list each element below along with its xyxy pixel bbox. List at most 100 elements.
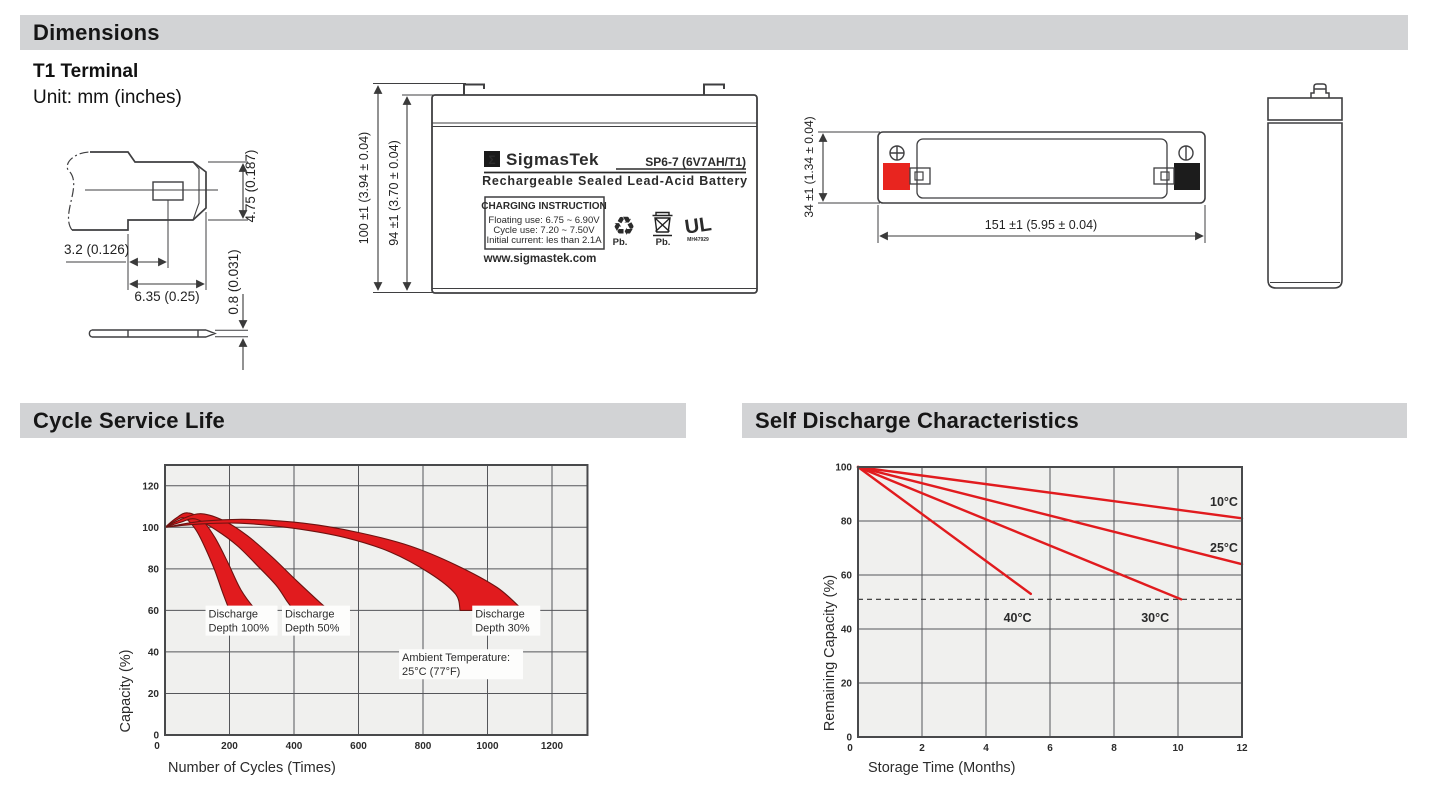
y-tick-label: 100 (142, 523, 159, 534)
charging-instruction-box (484, 196, 605, 250)
dim-tab-length-label: 6.35 (0.25) (134, 289, 199, 304)
annotation-line1: Discharge (285, 609, 335, 621)
battery-top-view: 34 ±1 (1.34 ± 0.04) 151 ±1 (5.95 ± 0.04) (802, 116, 1206, 243)
x-tick-label: 800 (415, 741, 432, 752)
positive-terminal-marker (883, 163, 910, 190)
battery-top-inner-panel (916, 138, 1168, 199)
plot-border (857, 466, 1243, 738)
y-tick-label: 40 (841, 625, 853, 636)
dim-case-height-label: 94 ±1 (3.70 ± 0.04) (387, 140, 401, 245)
dim-ext-lines-length (127, 212, 207, 290)
bin-pb-text: Pb. (656, 237, 671, 248)
terminal-blade-side-view (88, 329, 217, 338)
y-tick-label: 20 (841, 679, 853, 690)
annotation-bg (281, 605, 350, 636)
dim-ext-lines-length (877, 205, 1206, 243)
y-tick-label: 120 (142, 481, 159, 492)
self-discharge-chart: 10°C 25°C 30°C 40°C 0 2 4 6 8 10 12 0 20 40 60 80 100 Sto… (822, 463, 1248, 777)
annotation-bg (205, 605, 278, 636)
dim-tab-width-label: 4.75 (0.187) (243, 150, 258, 223)
section-header-self-discharge: Self Discharge Characteristics (742, 403, 1407, 438)
negative-faston-connector (1153, 167, 1175, 185)
dim-length-label: 151 ±1 (5.95 ± 0.04) (985, 218, 1097, 232)
x-tick-label: 1200 (541, 741, 564, 752)
terminal-profile-outline (72, 151, 207, 231)
battery-top-terminals (463, 83, 725, 95)
terminal-hole (152, 181, 184, 201)
dim-ext-lines-width (208, 161, 248, 221)
dim-tab-thickness-label: 0.8 (0.031) (226, 249, 241, 314)
dim-total-height-label: 100 ±1 (3.94 ± 0.04) (357, 132, 371, 244)
x-tick-label: 0 (154, 741, 160, 752)
x-axis-title: Storage Time (Months) (868, 760, 1015, 776)
annotation-bg (472, 605, 541, 636)
y-axis-title: Remaining Capacity (%) (822, 575, 838, 731)
battery-lid-lines (432, 122, 757, 290)
dim-hole-offset-label: 3.2 (0.126) (64, 242, 129, 257)
y-tick-label: 20 (148, 689, 160, 700)
charging-title: CHARGING INSTRUCTION (481, 201, 607, 212)
annotation-line2: Depth 50% (285, 623, 340, 635)
annotation-line1: Ambient Temperature: (402, 652, 510, 664)
x-tick-label: 8 (1111, 743, 1117, 754)
section-header-dimensions: Dimensions (20, 15, 1408, 50)
annotation-line1: Discharge (209, 609, 259, 621)
y-tick-label: 0 (153, 731, 159, 742)
terminal-detail-drawing: 4.75 (0.187) 3.2 (0.126) 6.35 (0.25) 0.8… (64, 150, 258, 370)
x-axis-title: Number of Cycles (Times) (168, 760, 336, 776)
x-tick-label: 2 (919, 743, 925, 754)
charging-floating-use: Floating use: 6.75 ~ 6.90V (488, 215, 600, 226)
temp-label-30c: 30°C (1141, 611, 1169, 625)
terminal-type-label: T1 Terminal (33, 61, 139, 82)
x-tick-label: 200 (221, 741, 238, 752)
plot-border (164, 464, 589, 737)
annotation-bg (399, 649, 524, 680)
x-tick-label: 12 (1236, 743, 1248, 754)
battery-side-view (1267, 83, 1343, 289)
charging-initial-current: Initial current: les than 2.1A (486, 235, 602, 246)
x-tick-label: 400 (286, 741, 303, 752)
annotation-line2: Depth 30% (475, 623, 530, 635)
y-tick-label: 80 (841, 517, 853, 528)
battery-case-front (431, 94, 758, 294)
x-tick-label: 600 (350, 741, 367, 752)
x-tick-label: 1000 (476, 741, 499, 752)
x-tick-label: 0 (847, 743, 853, 754)
x-tick-label: 10 (1172, 743, 1184, 754)
annotation-line2: Depth 100% (209, 623, 270, 635)
battery-front-view: 100 ±1 (3.94 ± 0.04) 94 ±1 (3.70 ± 0.04)… (357, 83, 758, 294)
temp-label-40c: 40°C (1004, 611, 1032, 625)
x-tick-label: 6 (1047, 743, 1053, 754)
section-header-cycle-service-life: Cycle Service Life (20, 403, 686, 438)
negative-terminal-marker (1174, 163, 1200, 190)
recycle-pb-text: Pb. (613, 237, 628, 248)
y-tick-label: 40 (148, 647, 160, 658)
y-tick-label: 60 (841, 571, 853, 582)
dim-ext-lines-depth (818, 131, 880, 204)
annotation-line1: Discharge (475, 609, 525, 621)
brand-name: SigmasTek (506, 150, 599, 169)
side-body (1267, 122, 1343, 289)
ul-file-number: MH47929 (687, 237, 709, 243)
temp-line-40c (856, 465, 1033, 596)
temp-label-25c: 25°C (1210, 541, 1238, 555)
ul-mark-icon: UL (683, 213, 712, 238)
side-terminal-cap (1310, 83, 1330, 98)
battery-type-text: Rechargeable Sealed Lead-Acid Battery (482, 174, 748, 188)
positive-faston-connector (909, 167, 931, 185)
dim-ext-lines-thickness (215, 329, 248, 338)
brand-sigma-symbol: Σ (488, 153, 495, 167)
dim-depth-label: 34 ±1 (1.34 ± 0.04) (802, 116, 816, 217)
terminal-tip-inner-line (192, 161, 200, 221)
dim-ext-lines-total-height (373, 83, 466, 293)
negative-polarity-icon (1178, 145, 1194, 161)
temp-label-10c: 10°C (1210, 495, 1238, 509)
terminal-break-line (66, 151, 91, 231)
battery-case-top (877, 131, 1206, 204)
brand-sigma-box (484, 151, 500, 167)
dim-ext-lines-offset (127, 200, 169, 268)
temp-line-30c (856, 465, 1183, 601)
unit-note: Unit: mm (inches) (33, 87, 182, 108)
y-tick-label: 80 (148, 564, 160, 575)
